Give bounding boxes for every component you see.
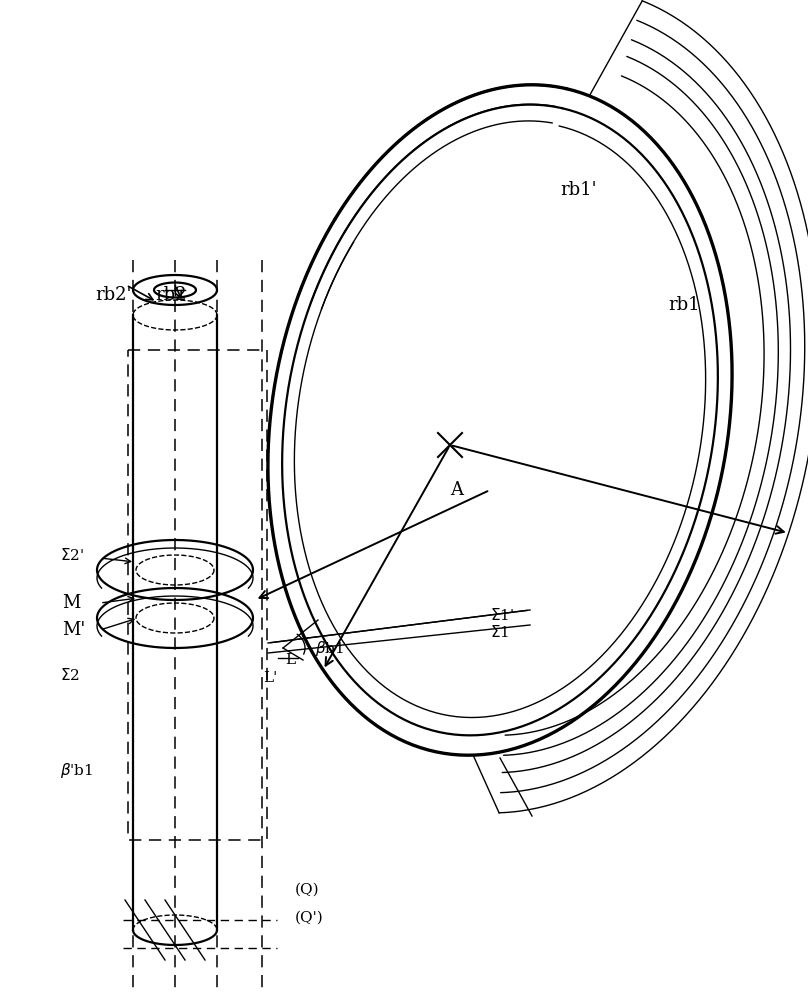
Text: L: L xyxy=(285,653,295,667)
Text: M': M' xyxy=(62,621,86,639)
Text: rb2': rb2' xyxy=(95,286,132,304)
Text: $\Sigma$2: $\Sigma$2 xyxy=(60,667,80,683)
Text: (Q): (Q) xyxy=(295,883,320,897)
Text: L': L' xyxy=(263,671,277,685)
Text: M: M xyxy=(62,594,80,612)
Text: $\beta$b1: $\beta$b1 xyxy=(315,639,344,658)
Text: $\Sigma$1': $\Sigma$1' xyxy=(490,607,514,623)
Text: A: A xyxy=(450,481,463,499)
Text: $\Sigma$1: $\Sigma$1 xyxy=(490,624,509,640)
Text: rb1': rb1' xyxy=(560,181,596,199)
Text: rb2: rb2 xyxy=(155,286,187,304)
Text: $\Sigma$2': $\Sigma$2' xyxy=(60,547,84,563)
Text: rb1: rb1 xyxy=(668,296,700,314)
Text: $\beta$'b1: $\beta$'b1 xyxy=(60,760,93,780)
Text: (Q'): (Q') xyxy=(295,911,324,925)
